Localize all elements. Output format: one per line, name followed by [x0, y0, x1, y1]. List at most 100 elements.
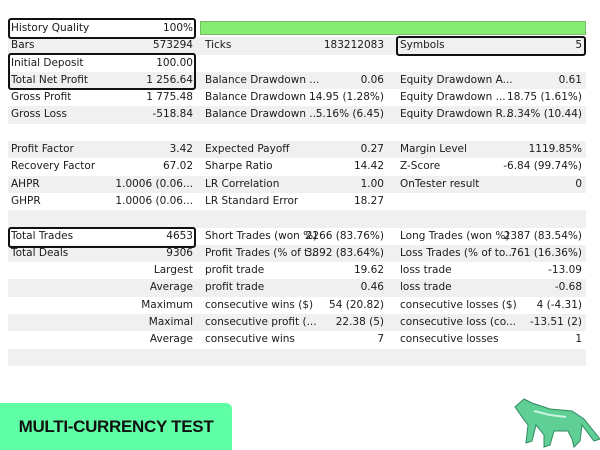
table-row: Gross Loss -518.84 Balance Drawdown ... 5.1…	[8, 106, 586, 124]
cell-value: 1.0006 (0.06...	[115, 177, 193, 190]
cell-label: Total Trades	[11, 229, 74, 242]
cell-value: Largest	[153, 264, 193, 277]
table-row: Total Net Profit 1 256.64 Balance Drawdown…	[8, 71, 586, 90]
cell-value: 3.42	[169, 143, 193, 156]
cell-label: Recovery Factor	[11, 160, 96, 173]
history-quality-bar	[200, 21, 586, 35]
cell-label: LR Correlation	[205, 177, 280, 190]
history-quality-value: 100%	[162, 22, 193, 34]
cell-value: -518.84	[152, 108, 193, 121]
cell-label: Equity Drawdown R...	[400, 108, 513, 121]
cell-label: profit trade	[205, 264, 265, 277]
cell-value: 18.27	[353, 194, 384, 207]
cell-label: Bars	[11, 39, 35, 52]
cell-value: 1.00	[360, 177, 384, 190]
cell-value: 2266 (83.76%)	[305, 229, 384, 242]
table-row: Recovery Factor 67.02 Sharpe Ratio 14.42 Z-S…	[8, 158, 586, 175]
cell-label: AHPR	[11, 177, 40, 190]
table-row: Bars 573294 Ticks 183212083 Symbols 5	[8, 37, 586, 55]
cell-label: Ticks	[205, 39, 232, 52]
cell-label: Z-Score	[400, 160, 441, 173]
cell-value: 19.62	[353, 264, 384, 277]
cell-label: Total Deals	[11, 246, 69, 259]
cell-value: 2387 (83.54%)	[503, 229, 582, 242]
cell-value: 22.38 (5)	[335, 316, 384, 329]
table-row: Maximum consecutive wins ($) 54 (20.82) con…	[8, 297, 586, 314]
cell-value: Average	[149, 333, 193, 346]
cell-label: GHPR	[11, 194, 41, 207]
cell-value: 100.00	[156, 56, 193, 69]
cell-label: loss trade	[400, 264, 452, 277]
cell-label: Balance Drawdown ...	[205, 73, 320, 86]
cell-value: 0	[575, 177, 582, 190]
cell-label: Equity Drawdown ...	[400, 91, 506, 104]
table-row: Total Trades 4653 Short Trades (won %) 2266…	[8, 228, 586, 245]
multi-currency-badge: MULTI-CURRENCY TEST	[0, 403, 232, 450]
cell-value: 0.61	[558, 73, 582, 86]
cell-value: 4 (-4.31)	[536, 298, 582, 311]
cell-value: 3892 (83.64%)	[305, 246, 384, 259]
cell-value: -0.68	[554, 281, 582, 294]
cell-value: 9306	[166, 246, 193, 259]
cell-label: Symbols	[400, 39, 445, 52]
cell-label: consecutive profit (...	[205, 316, 317, 329]
cell-value: 18.75 (1.61%)	[507, 91, 582, 104]
cell-value: 7	[377, 333, 384, 346]
cell-value: 8.34% (10.44)	[507, 108, 582, 121]
cell-label: Sharpe Ratio	[205, 160, 273, 173]
table-row: AHPR 1.0006 (0.06... LR Correlation 1.00 OnT…	[8, 175, 586, 193]
cell-label: Initial Deposit	[11, 56, 84, 69]
cell-label: Margin Level	[400, 143, 467, 156]
history-quality-label: History Quality	[11, 22, 90, 34]
table-row: Largest profit trade 19.62 loss trade -13.09	[8, 262, 586, 279]
cell-label: profit trade	[205, 281, 265, 294]
jaguar-mascot-icon	[514, 398, 600, 448]
table-row: GHPR 1.0006 (0.06... LR Standard Error 18.2…	[8, 193, 586, 210]
cell-value: 14.42	[353, 160, 384, 173]
cell-label: OnTester result	[400, 177, 480, 190]
table-row: Average consecutive wins 7 consecutive loss…	[8, 331, 586, 348]
table-row	[8, 348, 586, 366]
cell-label: Profit Trades (% of t...	[205, 246, 319, 259]
cell-value: Average	[149, 281, 193, 294]
cell-label: consecutive wins	[205, 333, 295, 346]
cell-value: 5	[575, 39, 582, 52]
cell-value: 54 (20.82)	[329, 298, 384, 311]
table-row: Gross Profit 1 775.48 Balance Drawdown ...…	[8, 89, 586, 106]
cell-label: LR Standard Error	[205, 194, 299, 207]
cell-label: Long Trades (won %)	[400, 229, 510, 242]
cell-value: Maximal	[148, 316, 193, 329]
table-row: History Quality 100%	[8, 20, 586, 37]
cell-value: -13.09	[548, 264, 582, 277]
cell-label: Gross Profit	[11, 91, 72, 104]
cell-value: 14.95 (1.28%)	[309, 91, 384, 104]
cell-label: consecutive losses ($)	[400, 298, 517, 311]
table-row: Initial Deposit 100.00	[8, 55, 586, 72]
table-row: Maximal consecutive profit (... 22.38 (5) c…	[8, 314, 586, 332]
cell-value: 573294	[152, 39, 193, 52]
results-table: History Quality 100% Bars 573294 Ticks 183212…	[8, 20, 586, 366]
cell-value: 0.27	[360, 143, 384, 156]
cell-label: Profit Factor	[11, 143, 74, 156]
cell-label: Balance Drawdown ...	[205, 91, 320, 104]
cell-value: 761 (16.36%)	[510, 246, 582, 259]
cell-label: Balance Drawdown ...	[205, 108, 320, 121]
table-row: Profit Factor 3.42 Expected Payoff 0.27 Marg…	[8, 141, 586, 159]
table-row	[8, 210, 586, 228]
cell-value: 1 256.64	[146, 73, 193, 86]
cell-label: consecutive losses	[400, 333, 499, 346]
cell-value: -6.84 (99.74%)	[503, 160, 582, 173]
cell-value: Maximum	[141, 298, 193, 311]
cell-label: Total Net Profit	[11, 73, 89, 86]
cell-value: 4653	[166, 229, 193, 242]
cell-value: 67.02	[162, 160, 193, 173]
cell-label: loss trade	[400, 281, 452, 294]
cell-value: 1 775.48	[146, 91, 193, 104]
cell-label: consecutive loss (co...	[400, 316, 516, 329]
cell-value: 1119.85%	[528, 143, 582, 156]
cell-label: Equity Drawdown A...	[400, 73, 513, 86]
cell-value: 0.06	[360, 73, 384, 86]
cell-value: 1	[575, 333, 582, 346]
cell-value: 1.0006 (0.06...	[115, 194, 193, 207]
cell-label: Loss Trades (% of to...	[400, 246, 516, 259]
